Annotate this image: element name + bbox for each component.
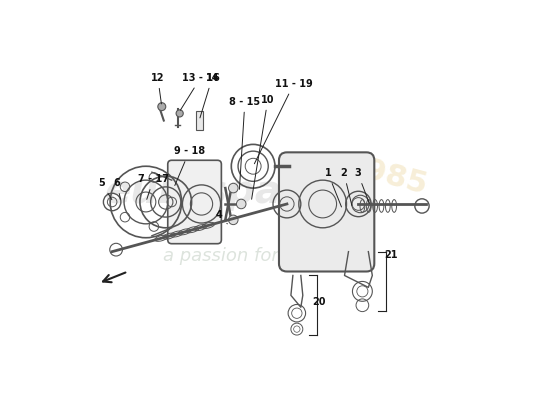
Circle shape	[236, 199, 246, 209]
Text: 4: 4	[216, 210, 227, 224]
Text: a passion for parts: a passion for parts	[163, 247, 331, 265]
Text: 8 - 15: 8 - 15	[229, 97, 261, 189]
Text: 9 - 18: 9 - 18	[174, 146, 205, 186]
Text: 3: 3	[354, 168, 370, 203]
Text: 1985: 1985	[342, 151, 431, 201]
Circle shape	[229, 215, 238, 225]
Text: eurospares: eurospares	[104, 173, 350, 211]
Text: 6: 6	[113, 178, 120, 199]
Circle shape	[158, 103, 166, 111]
Text: 2: 2	[340, 168, 352, 205]
Text: 20: 20	[313, 297, 326, 307]
Circle shape	[229, 183, 238, 193]
Text: 11 - 19: 11 - 19	[255, 79, 313, 164]
Text: 14: 14	[200, 73, 219, 118]
FancyBboxPatch shape	[168, 160, 221, 244]
FancyBboxPatch shape	[279, 152, 375, 272]
Text: 13 - 16: 13 - 16	[180, 73, 219, 110]
Text: 1: 1	[324, 168, 342, 207]
Text: 7 - 17: 7 - 17	[138, 174, 169, 199]
Bar	[196, 111, 203, 130]
Circle shape	[176, 110, 183, 117]
Text: 12: 12	[151, 73, 164, 104]
Text: 21: 21	[384, 250, 398, 260]
Text: 10: 10	[251, 95, 274, 199]
Text: 5: 5	[98, 178, 112, 200]
